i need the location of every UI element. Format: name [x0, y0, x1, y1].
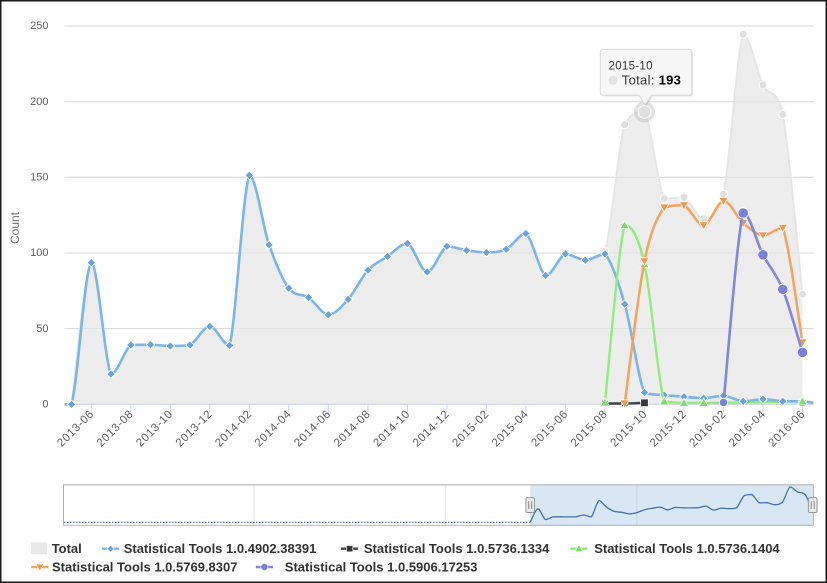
- svg-text:250: 250: [30, 20, 48, 32]
- svg-text:Total: Total: [52, 541, 82, 556]
- svg-text:Statistical Tools 1.0.5906.172: Statistical Tools 1.0.5906.17253: [285, 559, 478, 574]
- svg-text:200: 200: [30, 96, 48, 108]
- svg-text:Count: Count: [8, 211, 22, 244]
- svg-text:Total: 193: Total: 193: [622, 73, 681, 88]
- svg-text:Statistical Tools 1.0.5736.140: Statistical Tools 1.0.5736.1404: [594, 541, 780, 556]
- svg-text:100: 100: [30, 247, 48, 259]
- svg-text:150: 150: [30, 172, 48, 184]
- svg-text:2015-10: 2015-10: [609, 60, 653, 72]
- svg-text:Statistical Tools 1.0.5736.133: Statistical Tools 1.0.5736.1334: [364, 541, 550, 556]
- svg-text:50: 50: [36, 323, 48, 335]
- svg-text:Statistical Tools 1.0.5769.830: Statistical Tools 1.0.5769.8307: [52, 559, 237, 574]
- svg-text:0: 0: [42, 399, 48, 411]
- svg-text:Statistical Tools 1.0.4902.383: Statistical Tools 1.0.4902.38391: [124, 541, 317, 556]
